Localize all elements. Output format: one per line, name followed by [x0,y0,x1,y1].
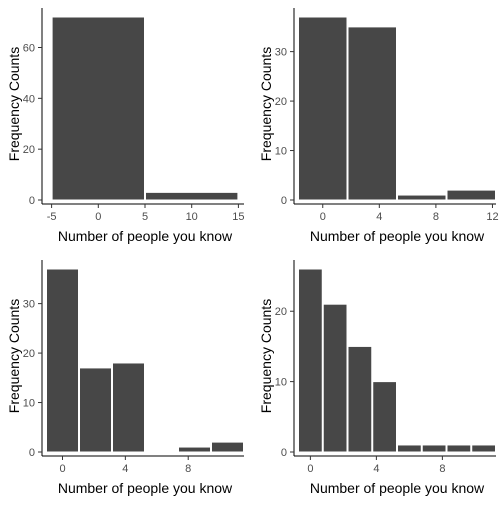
y-axis-title: Frequency Counts [258,47,274,161]
x-tick-label: -5 [47,211,57,223]
x-tick-label: 8 [439,463,445,475]
histogram-bar [397,444,422,453]
y-axis-title: Frequency Counts [6,299,22,413]
y-tick-label: 20 [275,96,287,108]
histogram-bar [298,268,323,453]
x-tick-label: 15 [232,211,244,223]
histogram-bar [471,444,496,453]
histogram-bar [397,194,447,201]
histogram-bar [46,268,79,453]
x-axis-title: Number of people you know [58,228,233,244]
histogram-panel-1: -5 0 5 10 15 0 20 40 60 Number of people you know… [6,8,245,244]
y-axis-title: Frequency Counts [6,47,22,161]
y-tick-label: 30 [275,47,287,59]
y-tick-label: 10 [23,398,35,410]
histogram-bar [178,446,211,453]
histogram-bar [421,444,447,453]
histogram-bar [347,26,397,201]
x-tick-label: 4 [376,211,382,223]
y-tick-label: 0 [29,447,35,459]
histogram-bar [446,189,496,201]
y-tick-label: 40 [23,93,35,105]
histogram-panel-2: 0 4 8 12 0 10 20 30 Number of people you know Fre… [258,8,499,244]
y-tick-label: 0 [29,195,35,207]
y-axis-title: Frequency Counts [258,299,274,413]
histogram-bar [446,444,472,453]
x-tick-label: 10 [186,211,198,223]
y-tick-label: 10 [275,146,287,158]
histogram-bar [211,441,244,453]
y-tick-label: 20 [23,348,35,360]
y-tick-label: 20 [23,144,35,156]
histogram-bar [145,191,239,201]
histogram-bar [372,381,397,453]
histogram-bar [51,16,145,201]
histogram-bar [298,16,348,201]
x-axis-title: Number of people you know [58,480,233,496]
histogram-bar [322,303,348,453]
histogram-bar [112,362,145,453]
x-tick-label: 0 [59,463,65,475]
x-axis-title: Number of people you know [310,480,485,496]
y-tick-label: 20 [275,306,287,318]
x-tick-label: 8 [185,463,191,475]
x-tick-label: 0 [307,463,313,475]
x-tick-label: 12 [486,211,498,223]
histogram-bar [347,345,373,453]
y-tick-label: 0 [281,195,287,207]
histogram-panel-3: 0 4 8 0 10 20 30 Number of people you know Frequ… [6,260,244,496]
y-tick-label: 0 [281,447,287,459]
x-tick-label: 4 [373,463,379,475]
y-tick-label: 30 [23,299,35,311]
x-tick-label: 4 [122,463,128,475]
x-tick-label: 8 [433,211,439,223]
x-axis-title: Number of people you know [310,228,485,244]
y-tick-label: 10 [275,377,287,389]
histogram-bar [79,367,112,453]
x-tick-label: 5 [142,211,148,223]
x-tick-label: 0 [320,211,326,223]
x-tick-label: 0 [95,211,101,223]
y-tick-label: 60 [23,43,35,55]
histogram-panel-4: 0 4 8 0 10 20 Number of people you know Frequen… [258,260,496,496]
